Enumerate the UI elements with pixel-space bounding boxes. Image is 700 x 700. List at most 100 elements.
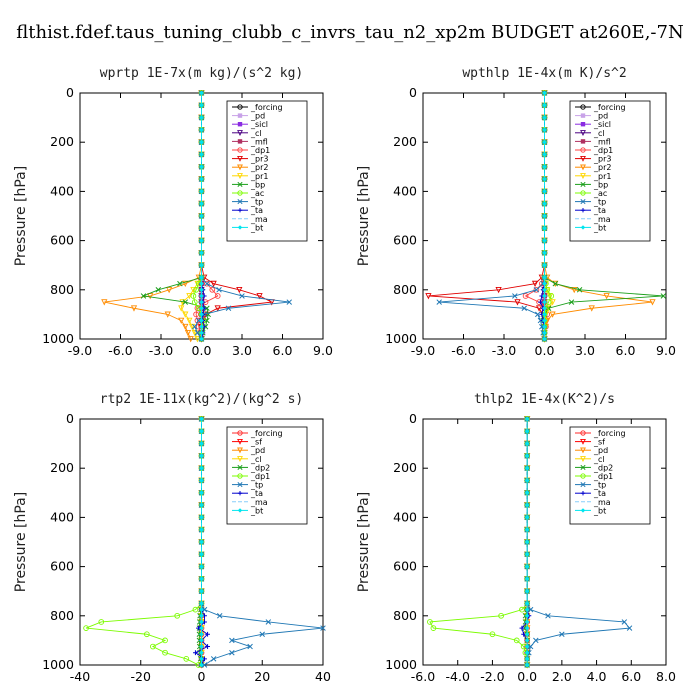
panel-4: thlp2 1E-4x(K^2)/s Pressure [hPa] 0 200 400 6… (356, 392, 676, 684)
data-point (196, 317, 202, 324)
y-tick-label: 600 (50, 233, 74, 248)
data-point (542, 287, 547, 293)
x-tick-label: -3.0 (149, 343, 173, 358)
data-point (186, 317, 193, 324)
panel-2: wpthlp 1E-4x(m K)/s^2 Pressure [hPa] 0 200 4… (356, 66, 676, 358)
y-tick-label: 1000 (385, 657, 417, 672)
data-point (199, 631, 204, 637)
legend-marker (237, 491, 243, 496)
data-point (214, 305, 221, 312)
legend-label: _pd (593, 446, 608, 455)
series-bt (524, 416, 530, 668)
data-point (199, 330, 204, 336)
x-tick-label: 2.0 (552, 669, 572, 684)
data-point (286, 299, 293, 305)
data-point (524, 644, 530, 649)
data-point (256, 293, 263, 300)
legend-label: _sf (593, 438, 605, 447)
x-tick-label: -40 (70, 669, 90, 684)
panel-subtitle: thlp2 1E-4x(K^2)/s (474, 392, 615, 407)
data-point (588, 305, 595, 312)
legend: _forcing_pd_sicl_cl_mfl_dp1_pr3_pr2_pr1_… (226, 100, 308, 242)
x-tick-label: 4.0 (587, 669, 607, 684)
y-tick-label: 600 (393, 559, 417, 574)
y-axis-label: Pressure [hPa] (356, 166, 372, 266)
data-point (552, 280, 559, 287)
data-point (199, 515, 204, 520)
data-point (524, 588, 530, 594)
data-point (524, 502, 530, 508)
data-point (568, 299, 575, 305)
legend-label: _cl (250, 129, 262, 138)
data-point (660, 293, 667, 299)
data-point (545, 613, 551, 619)
legend-marker (580, 464, 586, 470)
data-point (524, 416, 530, 422)
legend-label: _dp1 (250, 146, 270, 155)
data-point (201, 606, 208, 613)
data-point (524, 613, 530, 619)
data-point (534, 311, 541, 318)
x-tick-label: 40 (315, 669, 331, 684)
legend-label: _ta (593, 206, 606, 215)
data-point (236, 286, 243, 294)
plot-frame (422, 418, 667, 666)
y-tick-label: 1000 (42, 331, 74, 346)
x-tick-label: 3.0 (575, 343, 595, 358)
data-point (513, 637, 520, 644)
data-point (204, 305, 210, 312)
y-tick-label: 600 (50, 559, 74, 574)
data-point (187, 336, 194, 343)
data-point (427, 619, 433, 625)
legend-label: _ta (593, 489, 606, 498)
legend-marker (237, 139, 243, 144)
panels-group: wprtp 1E-7x(m kg)/(s^2 kg) Pressure [hPa]… (13, 66, 676, 684)
legend: _forcing_sf_pd_cl_dp2_dp1_tp_ta_ma_bt (226, 426, 308, 525)
data-point (524, 527, 530, 533)
data-point (199, 576, 204, 582)
data-point (229, 649, 235, 656)
legend-label: _dp2 (593, 463, 613, 472)
data-point (542, 299, 547, 305)
series-pr3 (425, 90, 548, 343)
data-point (199, 324, 204, 330)
data-point (514, 299, 521, 306)
data-point (199, 225, 204, 231)
data-point (522, 293, 529, 299)
data-point (184, 330, 192, 337)
legend-marker (237, 508, 243, 513)
data-point (216, 287, 222, 293)
data-point (199, 139, 204, 145)
data-point (524, 656, 530, 662)
data-point (538, 299, 543, 305)
x-tick-label: 6.0 (273, 343, 293, 358)
series-dp1 (427, 416, 530, 668)
data-point (524, 539, 530, 545)
data-point (199, 299, 204, 305)
legend-label: _bt (250, 506, 263, 515)
y-tick-label: 0 (66, 85, 74, 100)
y-tick-label: 200 (50, 134, 74, 149)
legend-marker (237, 447, 243, 454)
data-point (649, 299, 656, 306)
data-point (542, 250, 547, 256)
data-point (199, 312, 204, 317)
data-point (524, 638, 530, 643)
series-dp1 (193, 90, 221, 342)
legend-label: _sicl (250, 120, 268, 129)
legend-marker (580, 199, 586, 205)
data-point (201, 662, 208, 668)
legend-marker (580, 164, 586, 171)
data-point (199, 416, 204, 422)
data-point (174, 612, 181, 619)
data-point (83, 625, 89, 631)
data-point (542, 139, 547, 145)
y-tick-label: 600 (393, 233, 417, 248)
data-point (199, 564, 204, 569)
y-tick-label: 200 (50, 460, 74, 475)
x-tick-label: 6.0 (616, 343, 636, 358)
y-tick-label: 200 (393, 460, 417, 475)
data-point (204, 280, 210, 287)
data-point (199, 201, 204, 207)
legend-marker (237, 482, 243, 488)
